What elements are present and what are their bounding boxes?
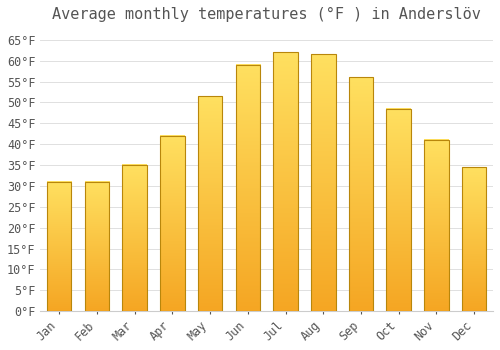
Bar <box>84 182 109 311</box>
Title: Average monthly temperatures (°F ) in Anderslöv: Average monthly temperatures (°F ) in An… <box>52 7 481 22</box>
Bar <box>160 136 184 311</box>
Bar <box>424 140 448 311</box>
Bar <box>386 109 411 311</box>
Bar <box>348 77 374 311</box>
Bar <box>236 65 260 311</box>
Bar <box>198 96 222 311</box>
Bar <box>122 165 147 311</box>
Bar <box>47 182 72 311</box>
Bar <box>274 52 298 311</box>
Bar <box>311 54 336 311</box>
Bar <box>462 167 486 311</box>
